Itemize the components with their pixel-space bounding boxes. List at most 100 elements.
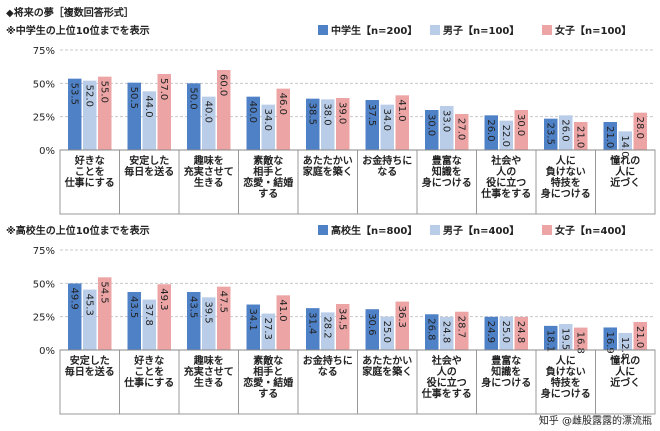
- value-label: 25.0: [500, 321, 511, 343]
- bar: [544, 325, 558, 350]
- bar: [440, 106, 454, 150]
- value-label: 34.5: [336, 308, 347, 330]
- value-label: 57.0: [158, 78, 169, 100]
- value-label: 47.5: [217, 291, 228, 313]
- bar: [425, 314, 439, 350]
- y-tick-label: 75%: [33, 46, 55, 57]
- value-label: 27.3: [262, 318, 273, 340]
- y-tick-label: 0%: [39, 346, 55, 357]
- x-tick-label: お金持ちになる: [303, 354, 353, 378]
- y-tick-label: 50%: [33, 79, 55, 90]
- bar: [83, 80, 97, 150]
- legend-label: 男子【n=100】: [443, 24, 519, 37]
- value-label: 40.0: [202, 101, 213, 123]
- value-label: 45.3: [83, 294, 94, 316]
- x-tick-label: 好きなことを仕事にする: [64, 154, 115, 189]
- value-label: 41.0: [277, 299, 288, 321]
- value-label: 16.8: [574, 332, 585, 354]
- bar: [499, 120, 513, 150]
- bar: [127, 82, 141, 150]
- bar: [202, 297, 216, 350]
- bar: [484, 316, 498, 350]
- value-label: 43.5: [187, 296, 198, 318]
- subtitle: ※中学生の上位10位までを表示: [6, 24, 150, 37]
- value-label: 38.5: [306, 103, 317, 125]
- bar: [633, 112, 647, 150]
- value-label: 55.0: [98, 81, 109, 103]
- bar: [142, 91, 156, 150]
- chart-title: ◆将来の夢［複数回答形式］: [6, 6, 134, 19]
- x-tick-label: 社会や人の役に立つ仕事をする: [480, 154, 531, 200]
- bar: [455, 114, 469, 150]
- legend-label: 女子【n=400】: [555, 224, 631, 237]
- bar: [455, 311, 469, 350]
- bar: [559, 115, 573, 150]
- x-tick-label: 憧れの人に近づく: [610, 354, 640, 389]
- value-label: 26.8: [425, 318, 436, 340]
- value-label: 30.6: [366, 313, 377, 335]
- x-tick-label: 趣味を充実させて生きる: [184, 354, 234, 389]
- bar: [306, 98, 320, 150]
- value-label: 34.0: [262, 109, 273, 131]
- value-label: 52.0: [83, 85, 94, 107]
- x-tick-label: あたたかい家庭を築く: [362, 354, 412, 378]
- bar: [217, 70, 231, 150]
- value-label: 43.5: [128, 296, 139, 318]
- bar: [559, 324, 573, 350]
- y-tick-label: 50%: [33, 279, 55, 290]
- bar: [425, 110, 439, 150]
- value-label: 46.0: [277, 93, 288, 115]
- x-tick-label: 豊富な知識を身につける: [481, 354, 531, 389]
- value-label: 49.9: [68, 287, 79, 309]
- value-label: 37.8: [143, 304, 154, 326]
- subtitle: ※高校生の上位10位までを表示: [6, 224, 150, 237]
- bar: [246, 304, 260, 350]
- value-label: 50.5: [128, 87, 139, 109]
- value-label: 60.0: [217, 74, 228, 96]
- bar: [83, 289, 97, 350]
- value-label: 22.0: [500, 125, 511, 147]
- x-tick-label: 憧れの人に近づく: [610, 154, 640, 189]
- bar: [336, 304, 350, 350]
- bar: [499, 316, 513, 350]
- bar: [544, 118, 558, 150]
- value-label: 14.0: [619, 135, 630, 157]
- bar: [157, 74, 171, 150]
- x-tick-label: あたたかい家庭を築く: [303, 154, 353, 178]
- value-label: 53.5: [68, 83, 79, 105]
- bar: [68, 283, 82, 350]
- x-tick-label: 趣味を充実させて生きる: [184, 154, 234, 189]
- legend-swatch: [318, 225, 328, 235]
- bar: [98, 277, 112, 350]
- value-label: 19.5: [559, 328, 570, 350]
- legend-label: 男子【n=400】: [443, 224, 519, 237]
- value-label: 30.0: [515, 114, 526, 136]
- bar: [336, 98, 350, 150]
- bar: [514, 110, 528, 150]
- value-label: 21.0: [604, 126, 615, 148]
- bar: [202, 96, 216, 150]
- x-tick-label: 素敵な相手と恋愛・結婚する: [243, 354, 293, 400]
- bar: [321, 99, 335, 150]
- value-label: 21.0: [634, 326, 645, 348]
- bar: [380, 104, 394, 150]
- bar: [365, 309, 379, 350]
- value-label: 37.5: [366, 104, 377, 126]
- value-label: 41.0: [396, 99, 407, 121]
- value-label: 28.7: [455, 316, 466, 338]
- y-tick-label: 75%: [33, 246, 55, 257]
- bar: [98, 76, 112, 150]
- bar: [618, 332, 632, 350]
- bar: [187, 83, 201, 150]
- value-label: 39.0: [336, 102, 347, 124]
- value-label: 24.8: [440, 321, 451, 343]
- legend-label: 高校生【n=800】: [331, 224, 417, 237]
- y-tick-label: 25%: [33, 113, 55, 124]
- bar: [157, 284, 171, 350]
- bar: [68, 78, 82, 150]
- value-label: 34.0: [381, 109, 392, 131]
- bar: [633, 322, 647, 350]
- legend-swatch: [430, 225, 440, 235]
- x-tick-label: 豊富な知識を身につける: [422, 154, 472, 189]
- watermark: 知乎 @雌股露露的漂流瓶: [539, 414, 652, 427]
